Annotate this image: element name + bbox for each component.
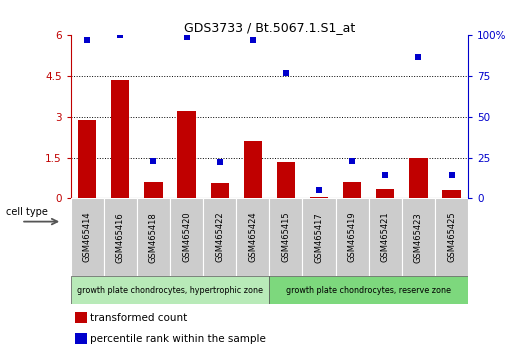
Bar (177, 112, 196, 198)
Text: GSM465424: GSM465424 (248, 212, 257, 263)
Bar (376, 189, 394, 198)
Text: GSM465416: GSM465416 (116, 212, 125, 263)
Point (447, 173, 456, 178)
Point (282, 70, 290, 76)
Bar (402, 198, 435, 276)
Point (116, 33, 124, 38)
Bar (104, 198, 137, 276)
Text: growth plate chondrocytes, hypertrophic zone: growth plate chondrocytes, hypertrophic … (77, 286, 263, 295)
Point (315, 187, 323, 193)
Text: GSM465423: GSM465423 (414, 212, 423, 263)
Bar (442, 190, 461, 198)
Bar (211, 183, 229, 198)
Point (83, 38, 92, 43)
Text: percentile rank within the sample: percentile rank within the sample (90, 333, 266, 344)
Title: GDS3733 / Bt.5067.1.S1_at: GDS3733 / Bt.5067.1.S1_at (184, 21, 355, 34)
Bar (302, 198, 336, 276)
Point (215, 160, 224, 165)
Point (149, 158, 157, 164)
Text: GSM465422: GSM465422 (215, 212, 224, 263)
Bar (236, 198, 269, 276)
Bar (277, 161, 295, 198)
Text: GSM465415: GSM465415 (281, 212, 290, 263)
Point (348, 158, 356, 164)
Bar (343, 182, 361, 198)
Bar (310, 197, 328, 198)
Bar (144, 182, 163, 198)
Point (414, 54, 423, 59)
Bar (75, 333, 86, 344)
Text: GSM465414: GSM465414 (83, 212, 92, 263)
Bar (71, 276, 269, 304)
Text: GSM465425: GSM465425 (447, 212, 456, 263)
Text: transformed count: transformed count (90, 313, 188, 323)
Bar (137, 198, 170, 276)
Point (381, 173, 390, 178)
Text: cell type: cell type (6, 207, 48, 217)
Text: GSM465420: GSM465420 (182, 212, 191, 263)
Bar (75, 312, 86, 323)
Text: GSM465418: GSM465418 (149, 212, 158, 263)
Bar (410, 158, 427, 198)
Bar (435, 198, 468, 276)
Bar (369, 198, 402, 276)
Text: GSM465421: GSM465421 (381, 212, 390, 263)
Bar (78, 120, 96, 198)
Bar (111, 80, 129, 198)
Point (183, 34, 191, 40)
Bar (203, 198, 236, 276)
Text: growth plate chondrocytes, reserve zone: growth plate chondrocytes, reserve zone (286, 286, 451, 295)
Bar (244, 141, 262, 198)
Text: GSM465419: GSM465419 (348, 212, 357, 263)
Text: GSM465417: GSM465417 (314, 212, 324, 263)
Bar (336, 198, 369, 276)
Bar (269, 198, 302, 276)
Bar (170, 198, 203, 276)
Bar (71, 198, 104, 276)
Bar (269, 276, 468, 304)
Point (248, 38, 257, 43)
